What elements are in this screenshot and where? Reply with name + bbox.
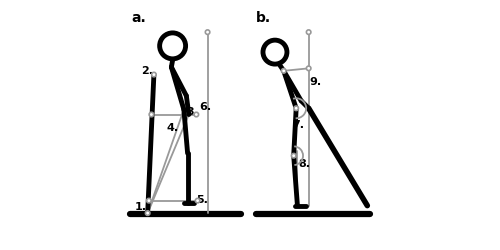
Text: 6.: 6. (199, 101, 211, 111)
Circle shape (292, 154, 296, 158)
Text: 1.: 1. (135, 201, 147, 211)
Circle shape (206, 31, 210, 35)
Text: 9.: 9. (310, 76, 322, 86)
Circle shape (306, 31, 311, 35)
Text: 3.: 3. (186, 106, 198, 116)
Text: 8.: 8. (298, 158, 310, 168)
Circle shape (306, 67, 311, 71)
Circle shape (196, 198, 200, 203)
Circle shape (152, 73, 156, 78)
Text: 5.: 5. (196, 194, 208, 204)
Text: b.: b. (256, 11, 272, 24)
Circle shape (294, 106, 298, 111)
Circle shape (149, 113, 154, 117)
Text: 7.: 7. (292, 120, 304, 130)
Circle shape (263, 41, 287, 65)
Circle shape (194, 113, 198, 117)
Circle shape (282, 69, 286, 74)
Text: a.: a. (132, 11, 146, 24)
Circle shape (146, 198, 151, 203)
Text: 2.: 2. (142, 65, 154, 75)
Circle shape (146, 211, 150, 216)
Text: 4.: 4. (166, 122, 178, 132)
Circle shape (160, 34, 186, 60)
